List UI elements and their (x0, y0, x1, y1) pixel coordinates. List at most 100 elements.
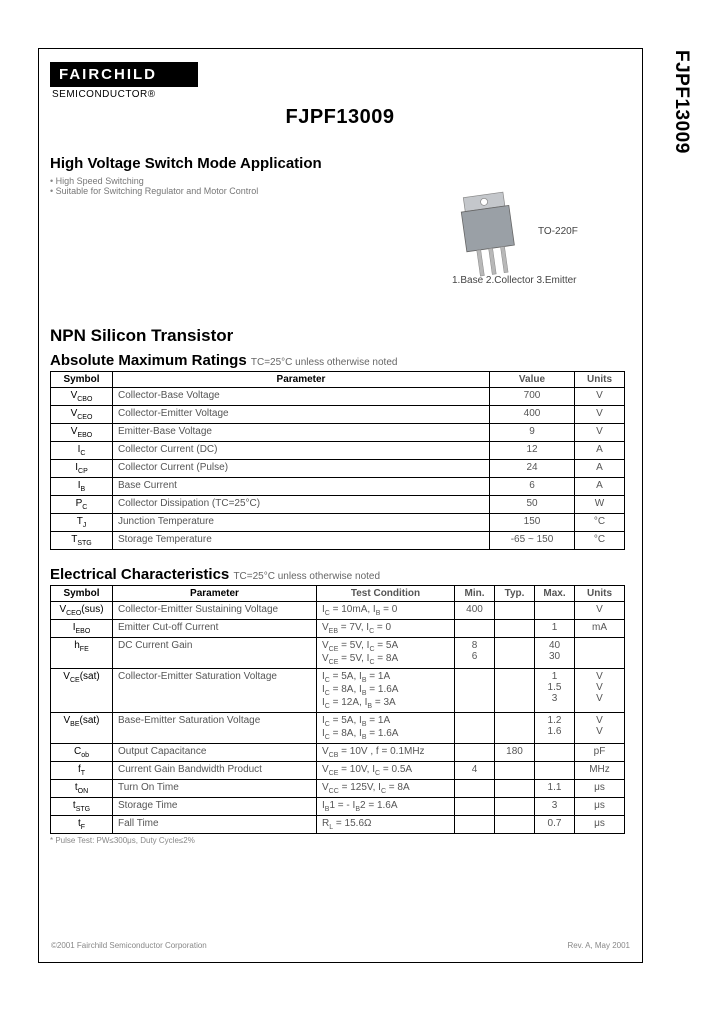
device-type-heading: NPN Silicon Transistor (50, 326, 630, 346)
table-row: tFFall TimeRL = 15.6Ω0.7μs (51, 816, 625, 834)
cell-unit (575, 638, 625, 669)
cell-max (535, 602, 575, 620)
cell-typ (495, 780, 535, 798)
elec-col-param: Parameter (113, 586, 317, 602)
logo-brand: FAIRCHILD (50, 62, 198, 87)
table-row: ICCollector Current (DC)12A (51, 442, 625, 460)
cell-max: 1.21.6 (535, 713, 575, 744)
cell-unit: A (575, 478, 625, 496)
cell-symbol: PC (51, 496, 113, 514)
table-row: CobOutput CapacitanceVCB = 10V , f = 0.1… (51, 744, 625, 762)
page-title: FJPF13009 (50, 106, 630, 129)
amr-heading-text: Absolute Maximum Ratings (50, 352, 247, 369)
cell-param: Storage Temperature (113, 532, 490, 550)
cell-unit: mA (575, 620, 625, 638)
elec-footnote: * Pulse Test: PW≤300μs, Duty Cycle≤2% (50, 836, 630, 845)
cell-test: RL = 15.6Ω (317, 816, 455, 834)
cell-symbol: TJ (51, 514, 113, 532)
cell-max: 1 (535, 620, 575, 638)
cell-param: Collector-Emitter Sustaining Voltage (113, 602, 317, 620)
table-row: VEBOEmitter-Base Voltage9V (51, 424, 625, 442)
cell-param: Junction Temperature (113, 514, 490, 532)
cell-param: Collector-Emitter Voltage (113, 406, 490, 424)
table-row: fTCurrent Gain Bandwidth ProductVCE = 10… (51, 762, 625, 780)
page-content: FAIRCHILD SEMICONDUCTOR® FJPF13009 High … (50, 62, 630, 845)
cell-min (455, 620, 495, 638)
cell-param: Emitter Cut-off Current (113, 620, 317, 638)
cell-symbol: Cob (51, 744, 113, 762)
cell-symbol: IC (51, 442, 113, 460)
package-pins: 1.Base 2.Collector 3.Emitter (452, 275, 577, 286)
application-heading: High Voltage Switch Mode Application (50, 155, 630, 172)
cell-max: 11.53 (535, 669, 575, 713)
cell-unit: °C (575, 532, 625, 550)
cell-typ (495, 713, 535, 744)
cell-symbol: IB (51, 478, 113, 496)
cell-unit: V (575, 388, 625, 406)
amr-cond: TC=25°C unless otherwise noted (251, 357, 398, 368)
cell-value: 150 (490, 514, 575, 532)
sidebar-partnum: FJPF13009 (670, 50, 692, 154)
cell-symbol: VCBO (51, 388, 113, 406)
cell-param: Base Current (113, 478, 490, 496)
elec-cond: TC=25°C unless otherwise noted (233, 571, 380, 582)
cell-test: VEB = 7V, IC = 0 (317, 620, 455, 638)
cell-symbol: fT (51, 762, 113, 780)
cell-unit: μs (575, 780, 625, 798)
table-row: IBBase Current6A (51, 478, 625, 496)
cell-symbol: TSTG (51, 532, 113, 550)
cell-value: 6 (490, 478, 575, 496)
table-row: tSTGStorage TimeIB1 = - IB2 = 1.6A3μs (51, 798, 625, 816)
cell-unit: MHz (575, 762, 625, 780)
cell-value: 12 (490, 442, 575, 460)
amr-table: Symbol Parameter Value Units VCBOCollect… (50, 371, 625, 550)
cell-test: IB1 = - IB2 = 1.6A (317, 798, 455, 816)
brand-logo: FAIRCHILD SEMICONDUCTOR® (50, 62, 630, 100)
cell-min: 86 (455, 638, 495, 669)
cell-max (535, 762, 575, 780)
table-row: VCEO(sus)Collector-Emitter Sustaining Vo… (51, 602, 625, 620)
table-row: VBE(sat)Base-Emitter Saturation VoltageI… (51, 713, 625, 744)
table-row: VCEOCollector-Emitter Voltage400V (51, 406, 625, 424)
elec-table: Symbol Parameter Test Condition Min. Typ… (50, 585, 625, 834)
cell-param: Output Capacitance (113, 744, 317, 762)
cell-param: Storage Time (113, 798, 317, 816)
cell-test: IC = 5A, IB = 1AIC = 8A, IB = 1.6AIC = 1… (317, 669, 455, 713)
cell-test: IC = 10mA, IB = 0 (317, 602, 455, 620)
table-row: tONTurn On TimeVCC = 125V, IC = 8A1.1μs (51, 780, 625, 798)
cell-value: 700 (490, 388, 575, 406)
cell-unit: μs (575, 798, 625, 816)
cell-param: Emitter-Base Voltage (113, 424, 490, 442)
amr-col-value: Value (490, 372, 575, 388)
cell-unit: VV (575, 713, 625, 744)
logo-sub: SEMICONDUCTOR® (50, 87, 630, 100)
cell-param: Collector-Base Voltage (113, 388, 490, 406)
amr-col-units: Units (575, 372, 625, 388)
footer-left: ©2001 Fairchild Semiconductor Corporatio… (51, 941, 207, 950)
package-type: TO-220F (538, 226, 578, 237)
cell-unit: pF (575, 744, 625, 762)
cell-param: Base-Emitter Saturation Voltage (113, 713, 317, 744)
table-row: TJJunction Temperature150°C (51, 514, 625, 532)
cell-typ (495, 816, 535, 834)
cell-min: 4 (455, 762, 495, 780)
cell-unit: V (575, 602, 625, 620)
cell-test: VCB = 10V , f = 0.1MHz (317, 744, 455, 762)
cell-unit: V (575, 424, 625, 442)
package-diagram: TO-220F 1.Base 2.Collector 3.Emitter (410, 190, 620, 300)
cell-min (455, 713, 495, 744)
cell-typ (495, 798, 535, 816)
cell-unit: °C (575, 514, 625, 532)
cell-symbol: VCE(sat) (51, 669, 113, 713)
table-row: PCCollector Dissipation (TC=25°C)50W (51, 496, 625, 514)
cell-param: Collector Current (Pulse) (113, 460, 490, 478)
cell-typ (495, 602, 535, 620)
elec-col-typ: Typ. (495, 586, 535, 602)
cell-value: 24 (490, 460, 575, 478)
table-row: IEBOEmitter Cut-off CurrentVEB = 7V, IC … (51, 620, 625, 638)
cell-symbol: tF (51, 816, 113, 834)
elec-col-min: Min. (455, 586, 495, 602)
package-icon (410, 190, 530, 285)
cell-min (455, 669, 495, 713)
cell-symbol: VCEO (51, 406, 113, 424)
